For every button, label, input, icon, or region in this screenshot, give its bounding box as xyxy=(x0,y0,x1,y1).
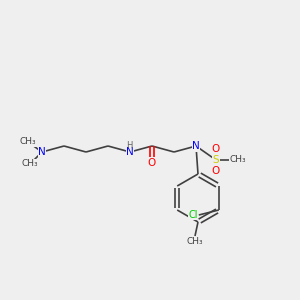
Text: Cl: Cl xyxy=(188,210,197,220)
Text: CH₃: CH₃ xyxy=(230,155,246,164)
Text: N: N xyxy=(192,141,200,151)
Text: CH₃: CH₃ xyxy=(20,137,36,146)
Text: O: O xyxy=(212,166,220,176)
Text: CH₃: CH₃ xyxy=(187,238,203,247)
Text: S: S xyxy=(213,155,219,165)
Text: H: H xyxy=(126,140,132,149)
Text: N: N xyxy=(126,147,134,157)
Text: CH₃: CH₃ xyxy=(22,160,38,169)
Text: O: O xyxy=(212,144,220,154)
Text: O: O xyxy=(148,158,156,168)
Text: N: N xyxy=(38,147,46,157)
